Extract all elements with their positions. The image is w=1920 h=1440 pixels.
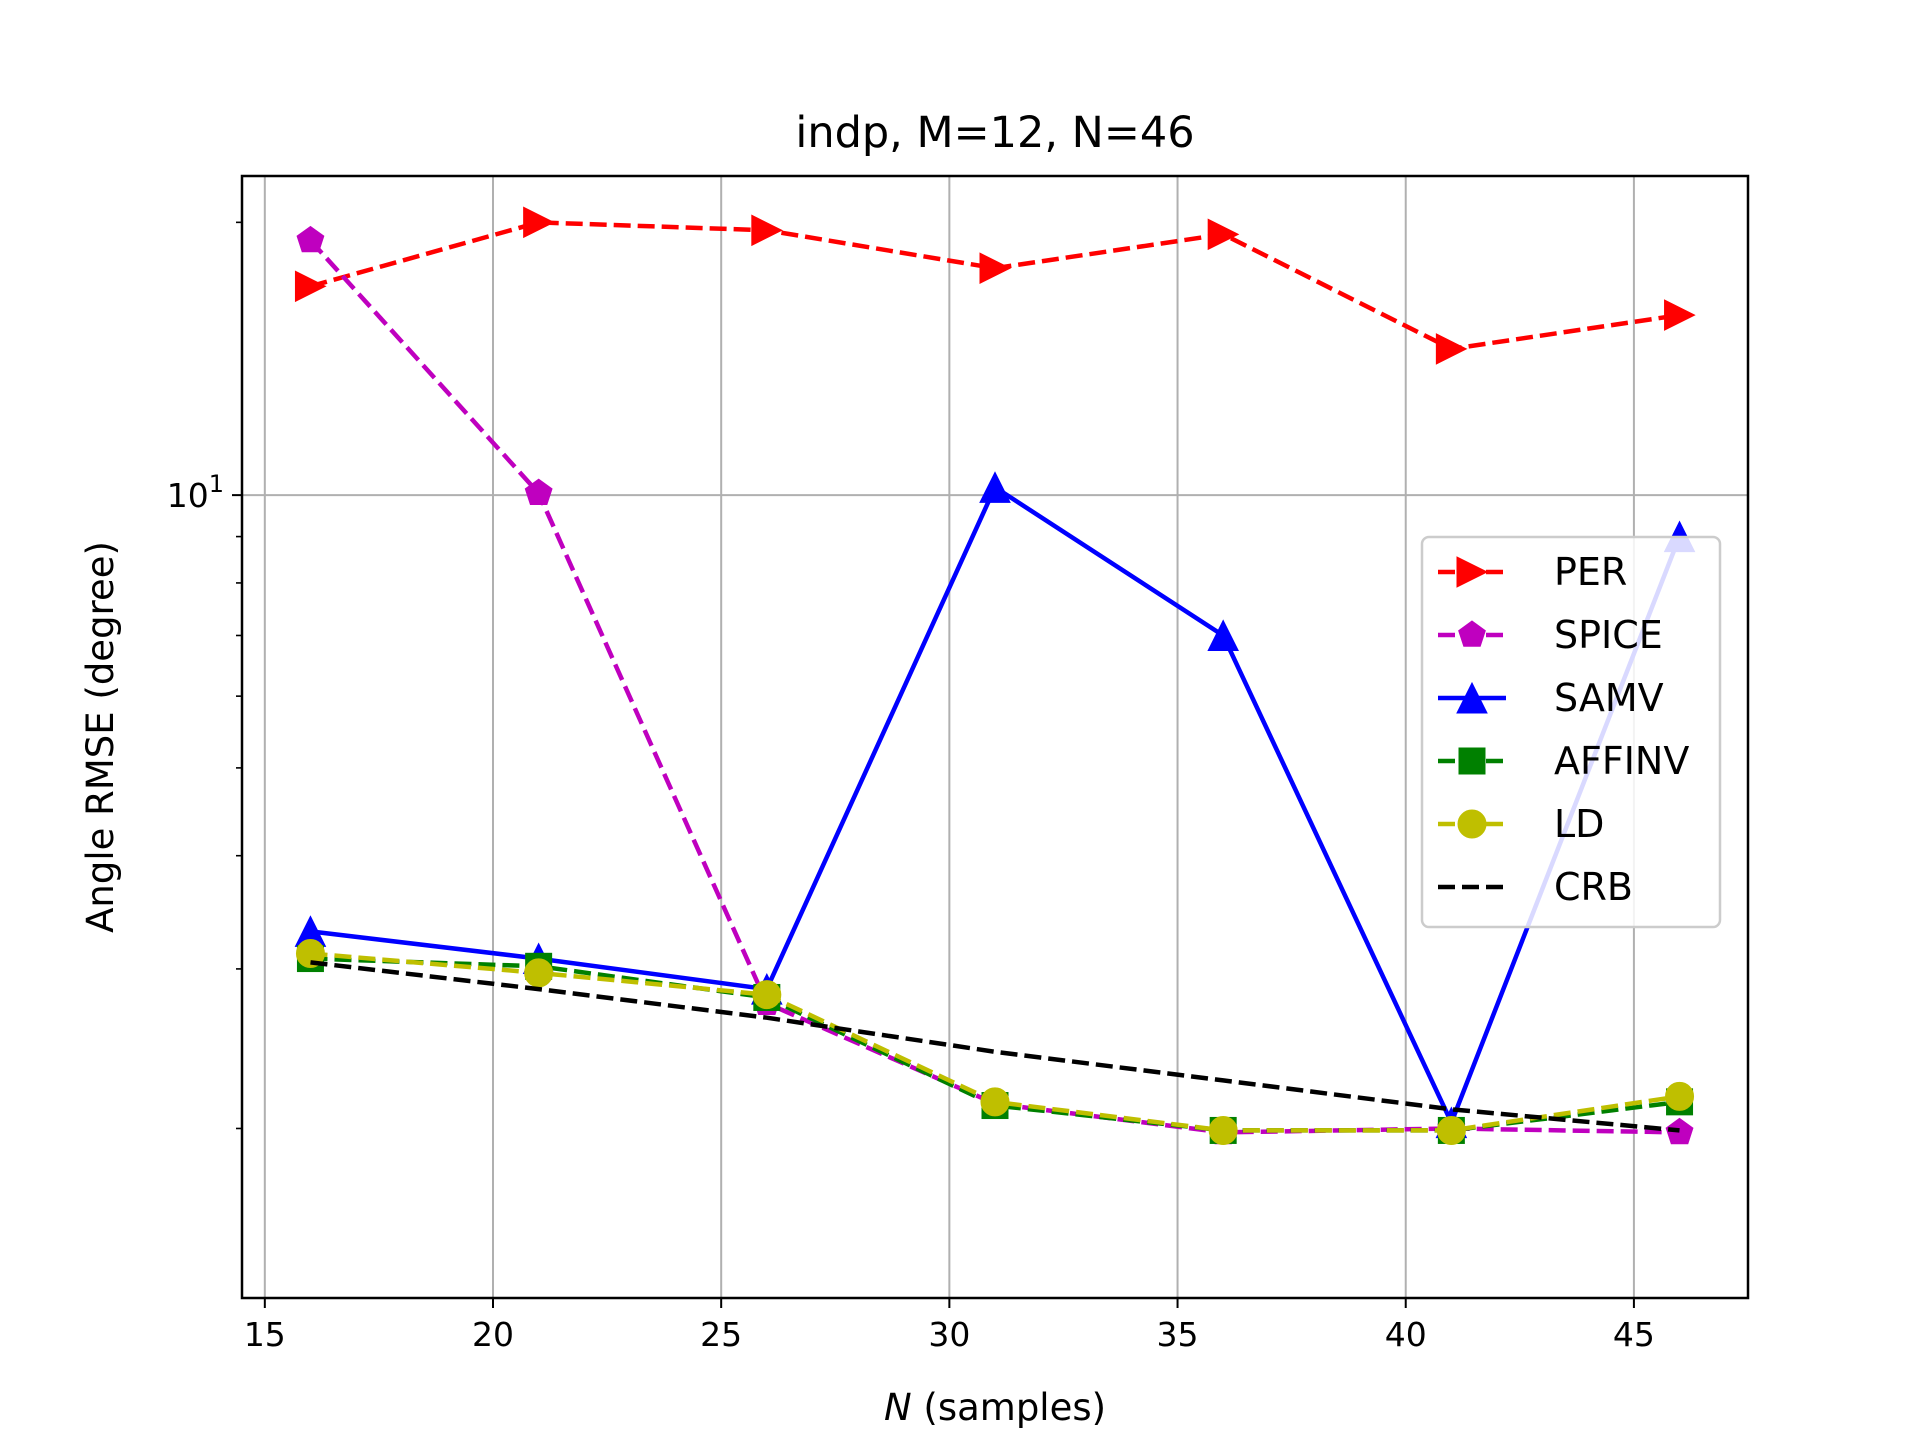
- series-crb: [310, 960, 1680, 1133]
- legend-label-samv: SAMV: [1554, 676, 1664, 720]
- series-samv-point: [979, 471, 1011, 503]
- series-crb-line: [310, 960, 1680, 1133]
- series-ld-point: [1665, 1081, 1695, 1111]
- series-per-point: [1664, 299, 1696, 331]
- series-per-point: [979, 252, 1012, 285]
- legend-marker-samv: [1456, 681, 1488, 714]
- series-samv-point: [1207, 619, 1239, 651]
- series-layer: [294, 206, 1696, 1145]
- series-ld-point: [295, 938, 325, 968]
- x-tick-label: 40: [1385, 1315, 1427, 1354]
- legend-label-per: PER: [1554, 550, 1627, 594]
- x-tick-label: 15: [244, 1315, 286, 1354]
- chart-title: indp, M=12, N=46: [795, 108, 1194, 158]
- x-axis-label: N (samples): [884, 1386, 1106, 1429]
- x-tick-label: 25: [700, 1315, 742, 1354]
- series-per-point: [294, 270, 327, 303]
- legend-item-ld: LD: [1438, 802, 1604, 846]
- x-tick-label: 30: [928, 1315, 970, 1354]
- legend-label-crb: CRB: [1554, 865, 1633, 909]
- x-axis-label-unit: (samples): [912, 1386, 1106, 1429]
- series-ld-point: [752, 980, 782, 1010]
- series-per-point: [523, 206, 555, 239]
- y-axis-ticks: 101: [167, 221, 242, 1130]
- y-axis-label: Angle RMSE (degree): [79, 541, 122, 933]
- series-per-point: [1207, 218, 1240, 251]
- legend-marker-per: [1456, 556, 1489, 588]
- series-ld-point: [524, 958, 554, 988]
- legend: PER SPICE SAMV AFFINV LD CRB: [1420, 535, 1722, 929]
- series-ld-point: [1208, 1115, 1238, 1145]
- series-ld: [295, 938, 1695, 1145]
- legend-label-spice: SPICE: [1554, 613, 1663, 657]
- legend-item-per: PER: [1438, 550, 1627, 594]
- x-axis-label-variable: N: [884, 1386, 912, 1429]
- legend-item-crb: CRB: [1438, 865, 1633, 909]
- series-per: [294, 206, 1696, 365]
- legend-marker-ld: [1457, 809, 1487, 839]
- legend-item-spice: SPICE: [1438, 613, 1663, 657]
- y-tick-label: 101: [167, 470, 224, 515]
- series-ld-point: [1436, 1115, 1466, 1145]
- legend-marker-affinv: [1458, 747, 1486, 775]
- series-per-point: [1435, 333, 1468, 365]
- x-axis-ticks: 15 20 25 30 35 40 45: [244, 1298, 1655, 1354]
- x-tick-label: 20: [472, 1315, 514, 1354]
- legend-item-samv: SAMV: [1438, 676, 1664, 720]
- series-spice-point: [296, 225, 325, 253]
- plot-border: [240, 174, 1750, 1300]
- series-spice-point: [1665, 1117, 1694, 1145]
- legend-label-affinv: AFFINV: [1554, 739, 1689, 783]
- legend-marker-spice: [1458, 620, 1486, 647]
- series-per-point: [751, 214, 783, 247]
- x-tick-label: 45: [1613, 1315, 1655, 1354]
- series-ld-point: [980, 1087, 1010, 1117]
- x-tick-label: 35: [1157, 1315, 1199, 1354]
- series-spice-point: [524, 478, 553, 505]
- legend-item-affinv: AFFINV: [1438, 739, 1689, 783]
- legend-label-ld: LD: [1554, 802, 1604, 846]
